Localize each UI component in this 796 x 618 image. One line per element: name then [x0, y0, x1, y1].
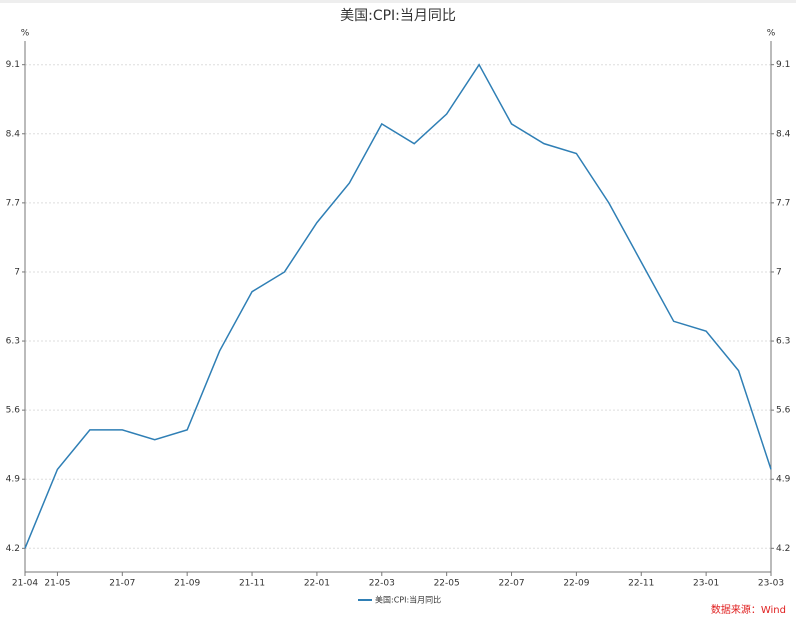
source-note: 数据来源：Wind	[711, 603, 786, 616]
y-tick-label: 7.7	[6, 198, 20, 208]
y2-tick-label: 7.7	[776, 198, 790, 208]
y-tick-label: 9.1	[6, 60, 20, 70]
y2-tick-label: 6.3	[776, 337, 790, 347]
x-tick-label: 23-03	[758, 579, 784, 589]
x-tick-label: 21-07	[109, 579, 135, 589]
y-tick-label: 6.3	[6, 337, 20, 347]
x-tick-label: 22-03	[369, 579, 395, 589]
x-tick-label: 22-05	[434, 579, 460, 589]
y2-tick-label: 4.9	[776, 475, 791, 485]
x-tick-label: 22-07	[498, 579, 524, 589]
x-tick-label: 22-11	[628, 579, 654, 589]
y-tick-label: 5.6	[6, 406, 21, 416]
x-tick-label: 22-01	[304, 579, 330, 589]
x-tick-label: 21-11	[239, 579, 265, 589]
x-tick-label: 23-01	[693, 579, 719, 589]
y-tick-label: 4.9	[6, 475, 21, 485]
y2-tick-label: 8.4	[776, 129, 791, 139]
x-tick-label: 21-05	[44, 579, 70, 589]
y2-tick-label: 4.2	[776, 544, 790, 554]
x-tick-label: 21-09	[174, 579, 200, 589]
y2-axis-unit: %	[767, 29, 776, 39]
y2-tick-label: 7	[776, 267, 782, 277]
y-tick-label: 8.4	[6, 129, 21, 139]
legend-label: 美国:CPI:当月同比	[375, 595, 441, 605]
y-tick-label: 4.2	[6, 544, 20, 554]
x-tick-label: 22-09	[563, 579, 589, 589]
y-tick-label: 7	[14, 267, 20, 277]
y2-tick-label: 5.6	[776, 406, 791, 416]
chart-title: 美国:CPI:当月同比	[340, 8, 456, 24]
y-axis-unit: %	[21, 29, 30, 39]
series-line	[24, 63, 772, 549]
y2-tick-label: 9.1	[776, 60, 790, 70]
top-bar	[0, 0, 796, 3]
x-tick-label: 21-04	[12, 579, 38, 589]
